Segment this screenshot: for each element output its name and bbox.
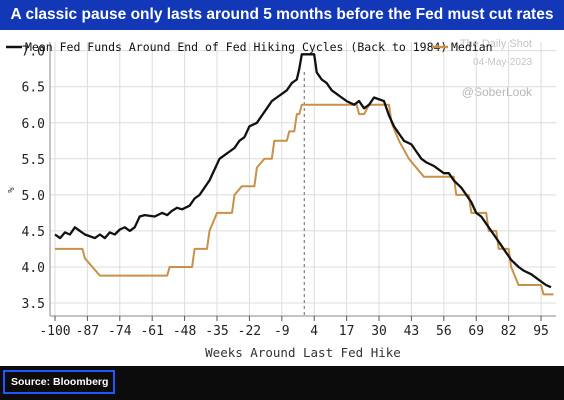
- y-axis-label: %: [7, 187, 17, 193]
- x-tick-label: -9: [274, 324, 290, 339]
- x-tick-label: -74: [108, 324, 132, 339]
- x-tick-label: 4: [310, 324, 318, 339]
- watermark-date: 04-May-2023: [473, 57, 532, 68]
- y-tick-label: 7.0: [22, 45, 45, 60]
- gridlines: [50, 42, 556, 316]
- series-line-mean: [54, 53, 552, 289]
- chart-area: The Daily Shot 04-May-2023 @SoberLook -1…: [0, 30, 564, 366]
- source-label: Source: Bloomberg: [3, 370, 115, 394]
- x-tick-label: 30: [371, 324, 387, 339]
- chart-title-bar: A classic pause only lasts around 5 mont…: [0, 0, 564, 30]
- watermark-line1: The Daily Shot: [460, 38, 532, 50]
- y-tick-label: 5.5: [22, 153, 45, 168]
- x-tick-label: -87: [76, 324, 99, 339]
- y-tick-label: 4.0: [22, 261, 45, 276]
- watermark-handle: @SoberLook: [462, 85, 533, 99]
- x-axis-ticks: -100 -87 -74 -61 -48 -35 -22 -9 4 17 30 43 56 69 82 95: [39, 316, 549, 339]
- x-tick-label: 82: [501, 324, 517, 339]
- x-tick-label: 95: [533, 324, 549, 339]
- legend-label-mean: Mean Fed Funds Around End of Fed Hiking …: [25, 40, 447, 54]
- watermark: The Daily Shot 04-May-2023 @SoberLook: [460, 38, 533, 99]
- y-axis-ticks: 7.0 6.5 6.0 5.5 5.0 4.5 4.0 3.5: [22, 45, 45, 312]
- x-axis-label: Weeks Around Last Fed Hike: [205, 345, 401, 360]
- series-lines: [54, 53, 554, 296]
- y-tick-label: 5.0: [22, 189, 45, 204]
- plot-frame: [49, 42, 556, 317]
- x-tick-label: 56: [436, 324, 452, 339]
- x-tick-label: -35: [205, 324, 228, 339]
- x-tick-label: 17: [339, 324, 355, 339]
- x-tick-label: -22: [238, 324, 261, 339]
- chart-title: A classic pause only lasts around 5 mont…: [10, 6, 554, 23]
- line-chart: The Daily Shot 04-May-2023 @SoberLook -1…: [6, 38, 556, 360]
- x-tick-label: 69: [468, 324, 484, 339]
- footer-bar: Source: Bloomberg: [0, 366, 564, 400]
- y-tick-label: 3.5: [22, 297, 45, 312]
- x-tick-label: -61: [140, 324, 163, 339]
- legend: Mean Fed Funds Around End of Fed Hiking …: [6, 40, 493, 54]
- y-tick-label: 4.5: [22, 225, 45, 240]
- y-tick-label: 6.0: [22, 117, 45, 132]
- x-tick-label: -48: [173, 324, 196, 339]
- x-tick-label: -100: [39, 324, 70, 339]
- legend-label-median: Median: [451, 40, 493, 54]
- y-tick-label: 6.5: [22, 81, 45, 96]
- x-tick-label: 43: [404, 324, 420, 339]
